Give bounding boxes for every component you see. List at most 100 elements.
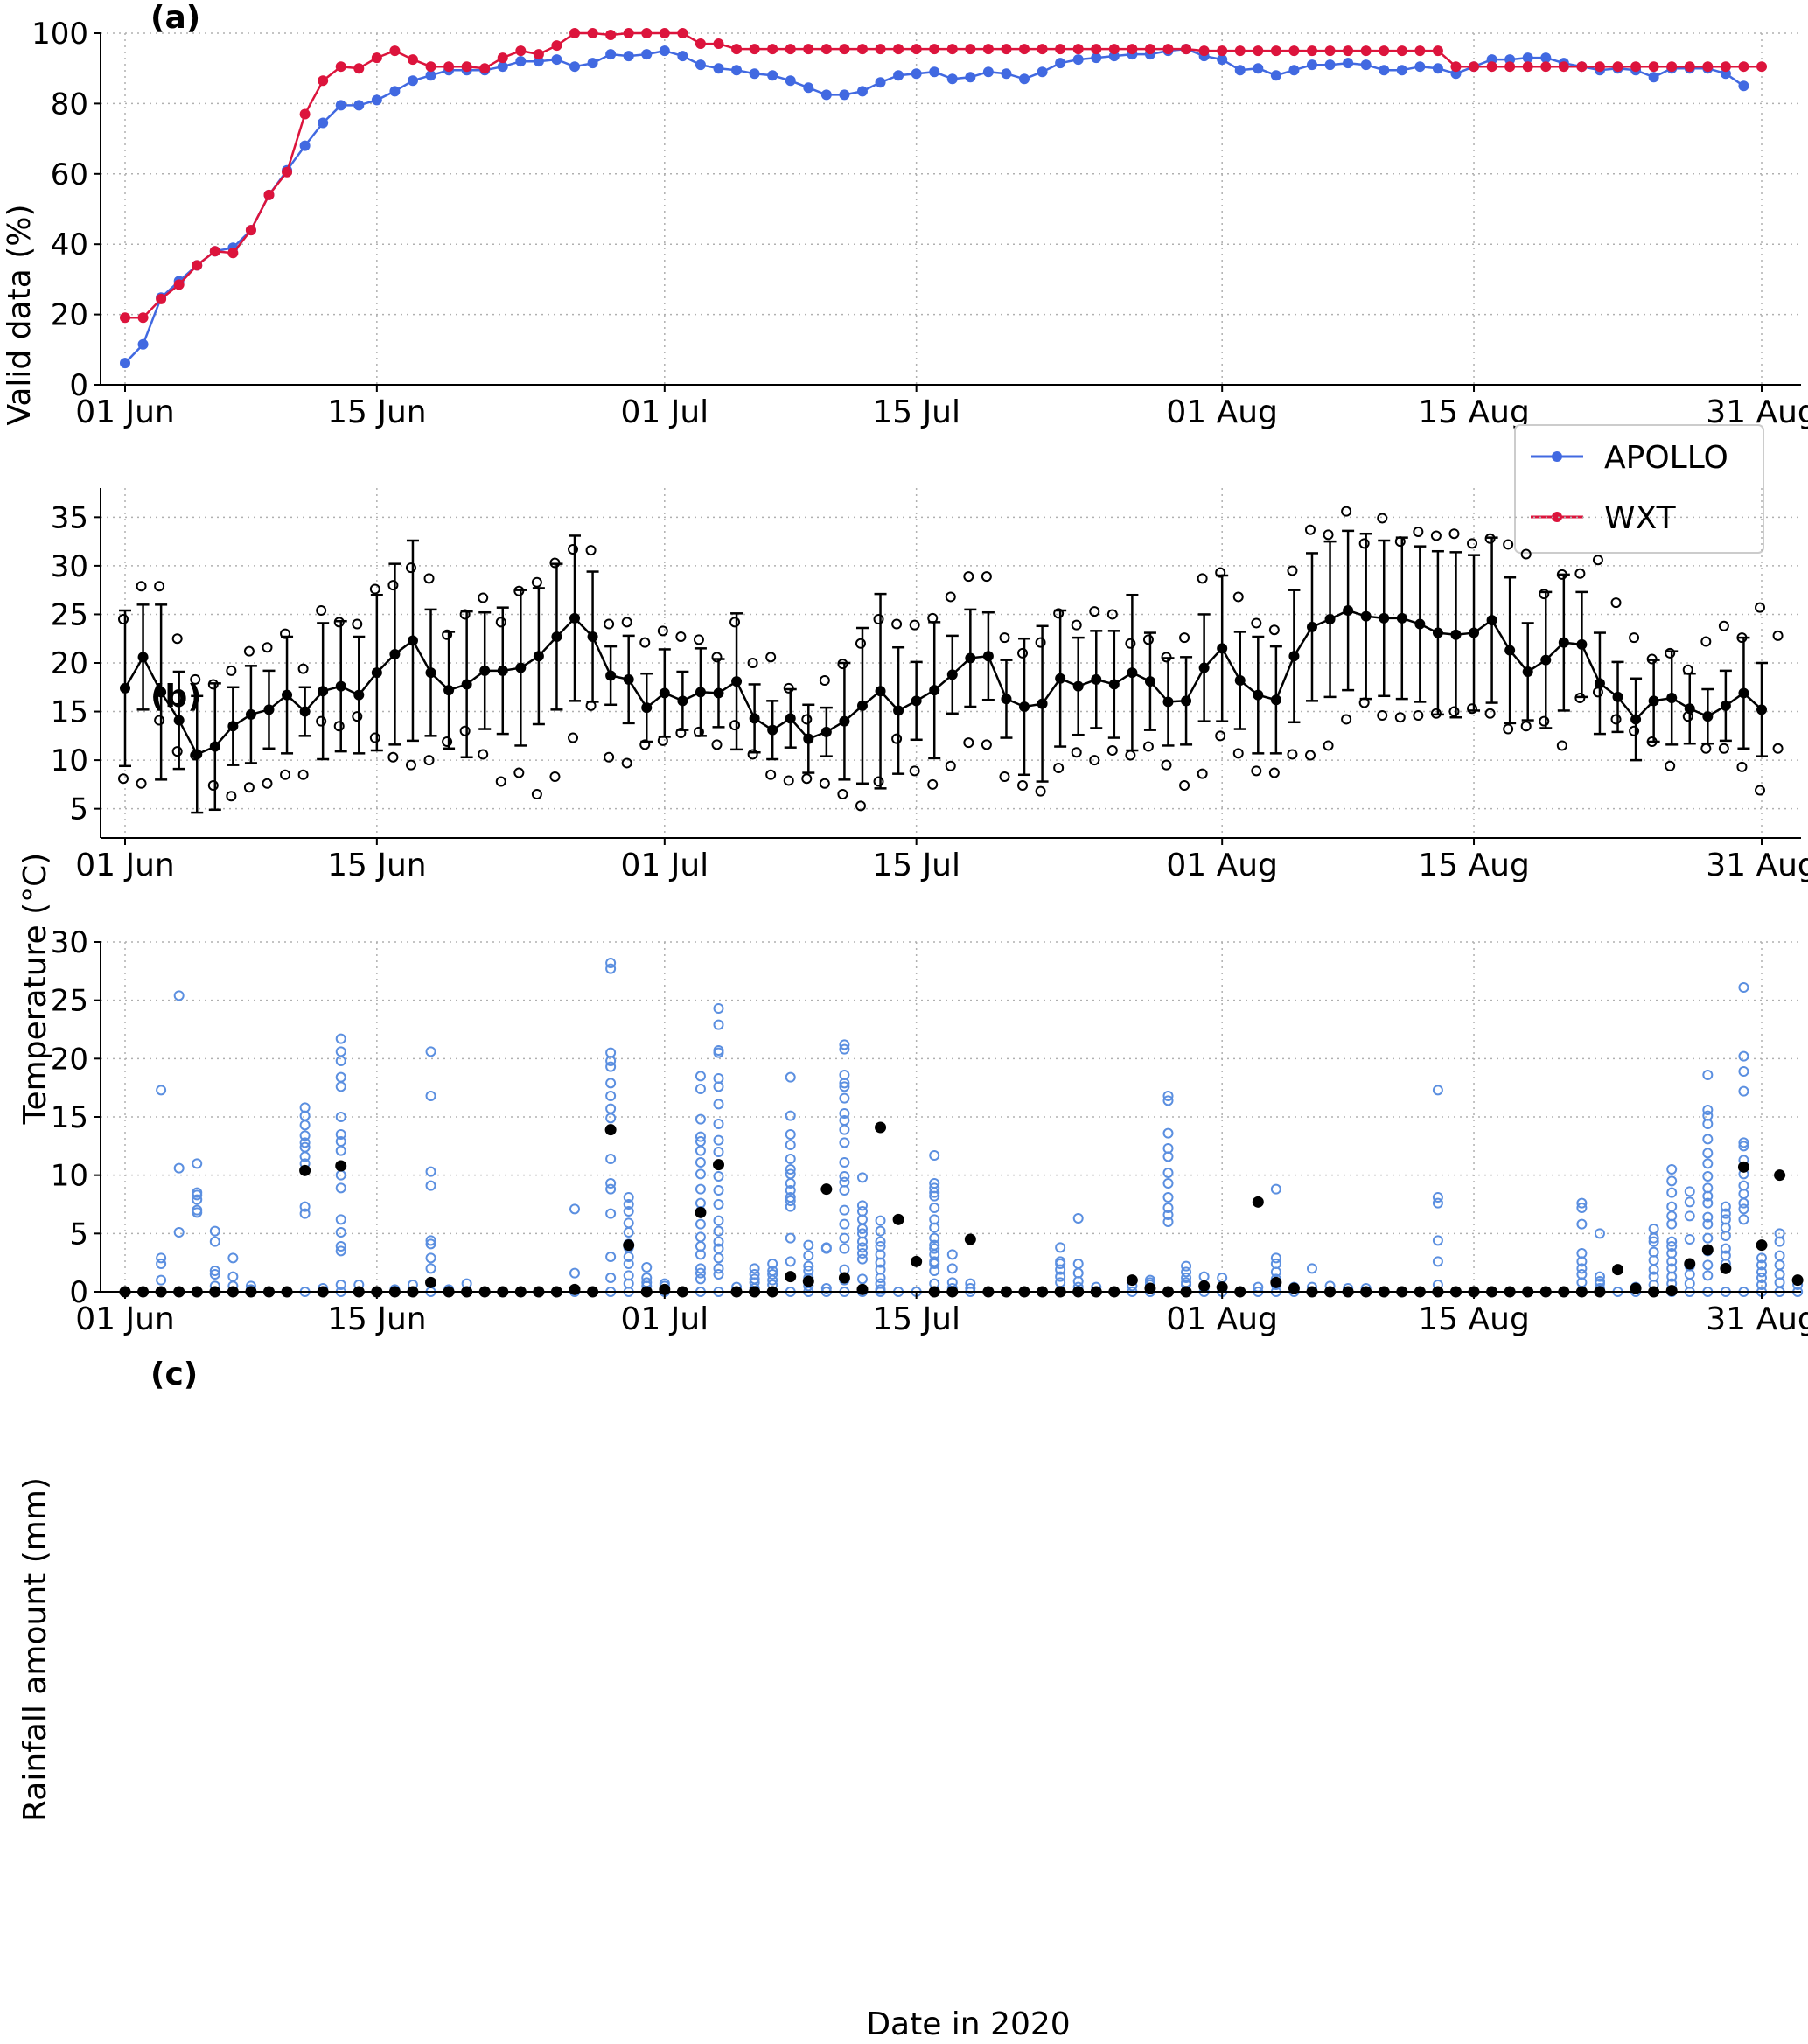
station-rainfall-point (713, 1019, 724, 1030)
mean-rainfall-point (299, 1164, 311, 1176)
max-temperature-point (262, 642, 273, 653)
station-rainfall-point (713, 1147, 724, 1157)
mean-rainfall-point (911, 1255, 923, 1267)
station-rainfall-point (1648, 1264, 1659, 1275)
mean-temperature-point (677, 695, 688, 707)
mean-rainfall-point (1252, 1196, 1264, 1208)
mean-rainfall-point (623, 1239, 635, 1252)
data-point-apollo (587, 58, 598, 69)
station-rainfall-point (192, 1207, 203, 1218)
max-temperature-point (945, 591, 956, 603)
station-rainfall-point (209, 1269, 220, 1280)
mean-temperature-point (982, 651, 994, 662)
data-point-wxt (1576, 61, 1588, 73)
min-temperature-point (1358, 697, 1370, 708)
min-temperature-point (1232, 748, 1244, 759)
station-rainfall-point (623, 1227, 634, 1238)
data-point-apollo (875, 77, 886, 88)
station-rainfall-point (1666, 1201, 1678, 1212)
mean-temperature-point (1306, 621, 1317, 632)
station-rainfall-point (227, 1252, 239, 1264)
figure-xlabel: Date in 2020 (866, 2006, 1070, 2042)
station-rainfall-point (1702, 1211, 1714, 1223)
mean-rainfall-point (1665, 1285, 1678, 1297)
min-temperature-point (1413, 710, 1424, 721)
station-rainfall-point (856, 1253, 868, 1265)
data-point-wxt (389, 45, 401, 57)
station-rainfall-point (209, 1266, 220, 1276)
mean-rainfall-point (856, 1283, 869, 1295)
max-temperature-point (118, 614, 129, 624)
data-point-apollo (389, 86, 401, 97)
max-temperature-point (1448, 528, 1460, 540)
x-tick-label: 15 Aug (1418, 394, 1530, 430)
data-point-wxt (641, 28, 653, 38)
station-rainfall-point (1666, 1218, 1678, 1230)
station-rainfall-point (335, 1280, 346, 1290)
station-rainfall-point (209, 1225, 220, 1237)
mean-rainfall-point (1737, 1161, 1749, 1173)
station-rainfall-point (569, 1267, 581, 1279)
data-point-wxt (1594, 61, 1605, 73)
data-point-wxt (803, 44, 814, 55)
data-point-wxt (856, 44, 868, 55)
station-rainfall-point (335, 1081, 346, 1092)
station-rainfall-point (1576, 1256, 1588, 1267)
data-point-wxt (533, 49, 544, 60)
station-rainfall-point (803, 1250, 814, 1261)
station-rainfall-point (785, 1185, 796, 1196)
max-temperature-point (801, 714, 813, 725)
data-point-wxt (1091, 44, 1102, 55)
station-rainfall-point (1738, 1197, 1749, 1209)
data-point-wxt (461, 61, 472, 73)
station-rainfall-point (173, 990, 185, 1001)
station-rainfall-point (929, 1203, 940, 1213)
min-temperature-point (1592, 687, 1603, 698)
max-temperature-point (1718, 620, 1729, 631)
min-temperature-point (1089, 755, 1100, 766)
mean-temperature-point (1198, 662, 1210, 673)
x-tick-label: 01 Jul (620, 848, 709, 883)
data-point-apollo (515, 56, 527, 67)
max-temperature-point (495, 617, 506, 628)
max-temperature-point (1089, 606, 1100, 617)
station-rainfall-point (875, 1236, 886, 1247)
station-rainfall-point (1162, 1151, 1174, 1162)
data-point-apollo (695, 59, 706, 71)
station-rainfall-point (1162, 1095, 1174, 1106)
station-rainfall-point (335, 1214, 346, 1225)
min-temperature-point (873, 776, 884, 787)
data-point-wxt (1756, 61, 1767, 73)
station-rainfall-point (1072, 1259, 1084, 1269)
station-rainfall-point (335, 1129, 346, 1140)
max-temperature-point (837, 659, 848, 670)
station-rainfall-point (839, 1124, 850, 1135)
mean-temperature-line (123, 609, 1763, 757)
station-rainfall-point (1576, 1197, 1588, 1209)
data-point-wxt (605, 30, 617, 41)
min-temperature-point (657, 735, 668, 746)
x-tick-label: 15 Jun (327, 848, 427, 883)
max-temperature-point (999, 632, 1010, 644)
data-point-wxt (299, 108, 311, 120)
station-rainfall-point (623, 1252, 634, 1262)
station-rainfall-point (713, 1236, 724, 1247)
mean-rainfall-point (1756, 1239, 1768, 1252)
max-temperature-point (1106, 609, 1118, 620)
data-point-wxt (443, 61, 455, 73)
station-rainfall-point (425, 1046, 436, 1057)
max-temperature-point (639, 637, 651, 648)
min-temperature-point (693, 726, 704, 737)
station-rainfall-point (1666, 1241, 1678, 1252)
mean-temperature-point (1720, 700, 1731, 711)
mean-rainfall-point (785, 1271, 797, 1283)
min-temperature-point (1682, 711, 1693, 722)
station-rainfall-point (875, 1225, 886, 1237)
data-point-wxt (587, 28, 598, 38)
station-rainfall-point (946, 1249, 958, 1260)
legend: APOLLO WXT (1514, 424, 1764, 554)
mean-temperature-point (965, 652, 976, 664)
min-temperature-point (1106, 745, 1118, 756)
mean-temperature-point (497, 665, 508, 676)
